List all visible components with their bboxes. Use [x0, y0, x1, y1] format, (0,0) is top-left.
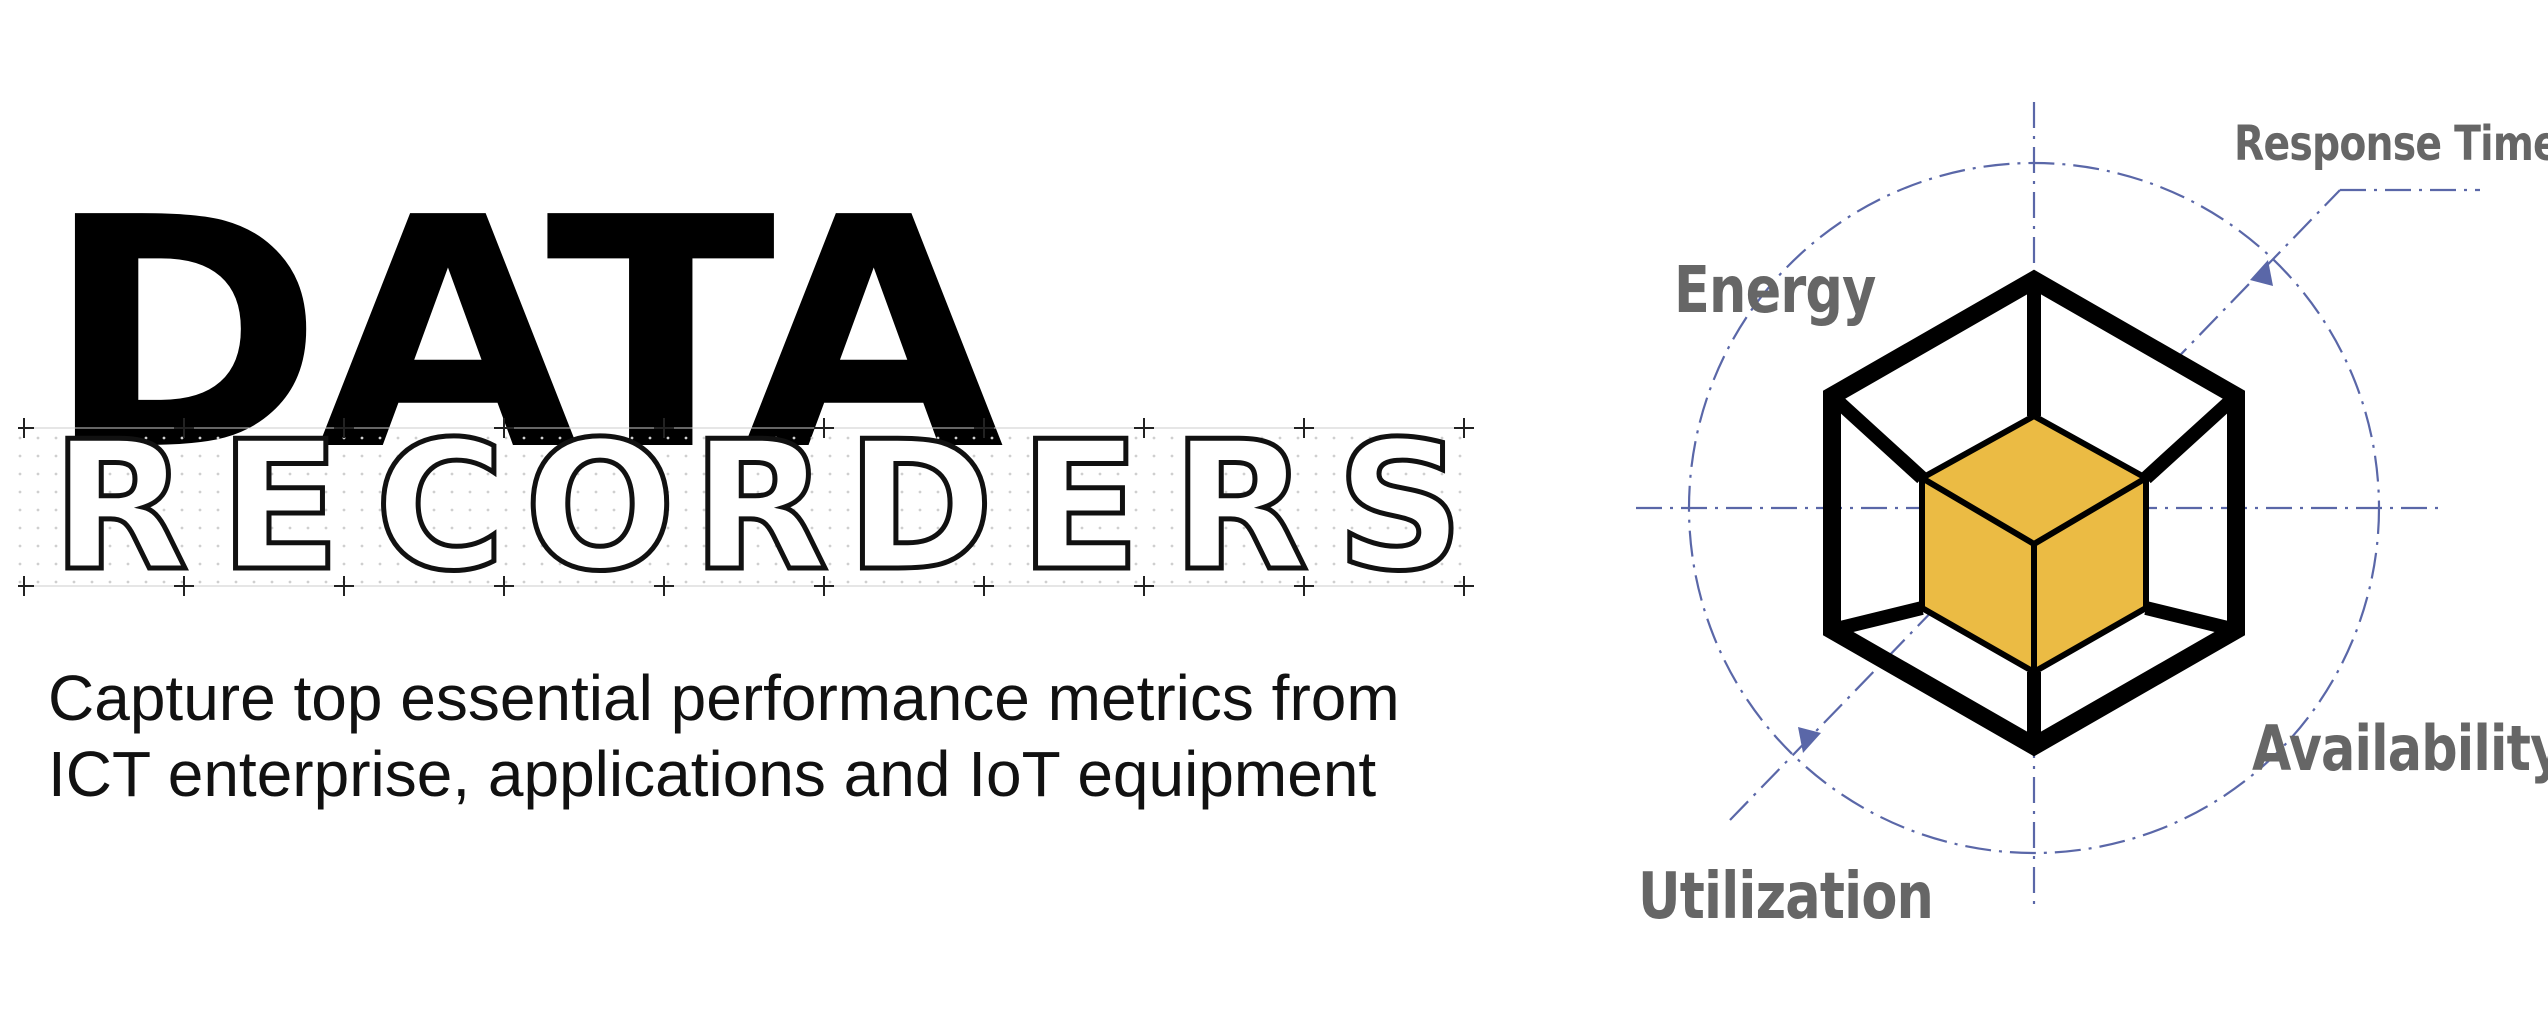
diagonal-axis [1729, 189, 2341, 821]
cube-frame-spokes [1827, 280, 2241, 746]
tagline: Capture top essential performance metric… [48, 660, 1488, 812]
arrow-down-icon [1798, 727, 1821, 753]
metrics-diagram-graphic [1636, 102, 2480, 910]
arrow-up-icon [2250, 260, 2273, 286]
label-response-time: Response Time [2234, 116, 2548, 172]
recorders-letter: O [522, 403, 678, 610]
label-energy: Energy [1674, 254, 1876, 328]
recorders-letter: D [844, 403, 997, 610]
blueprint-grid-icon [18, 418, 1474, 596]
recorders-letter: C [372, 403, 508, 610]
recorders-letter: E [1017, 403, 1144, 610]
label-utilization: Utilization [1638, 860, 1934, 934]
tagline-line-1: Capture top essential performance metric… [48, 662, 1400, 734]
tagline-line-2: ICT enterprise, applications and IoT equ… [48, 738, 1377, 810]
label-availability: Availability [2252, 712, 2548, 785]
recorders-letter: R [1169, 403, 1311, 610]
recorders-letter: E [217, 403, 344, 610]
metrics-diagram: Response Time Energy Availability Utiliz… [1600, 90, 2548, 940]
recorders-letter: R [49, 403, 191, 610]
recorders-letter: S [1333, 403, 1466, 610]
recorders-letter: R [689, 403, 831, 610]
